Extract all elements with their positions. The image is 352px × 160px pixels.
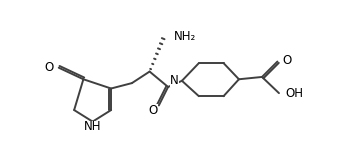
Text: OH: OH bbox=[285, 87, 303, 100]
Text: O: O bbox=[282, 53, 291, 67]
Text: NH₂: NH₂ bbox=[174, 30, 196, 43]
Text: N: N bbox=[170, 74, 179, 87]
Text: O: O bbox=[45, 61, 54, 74]
Text: O: O bbox=[149, 104, 158, 116]
Text: NH: NH bbox=[84, 120, 101, 133]
